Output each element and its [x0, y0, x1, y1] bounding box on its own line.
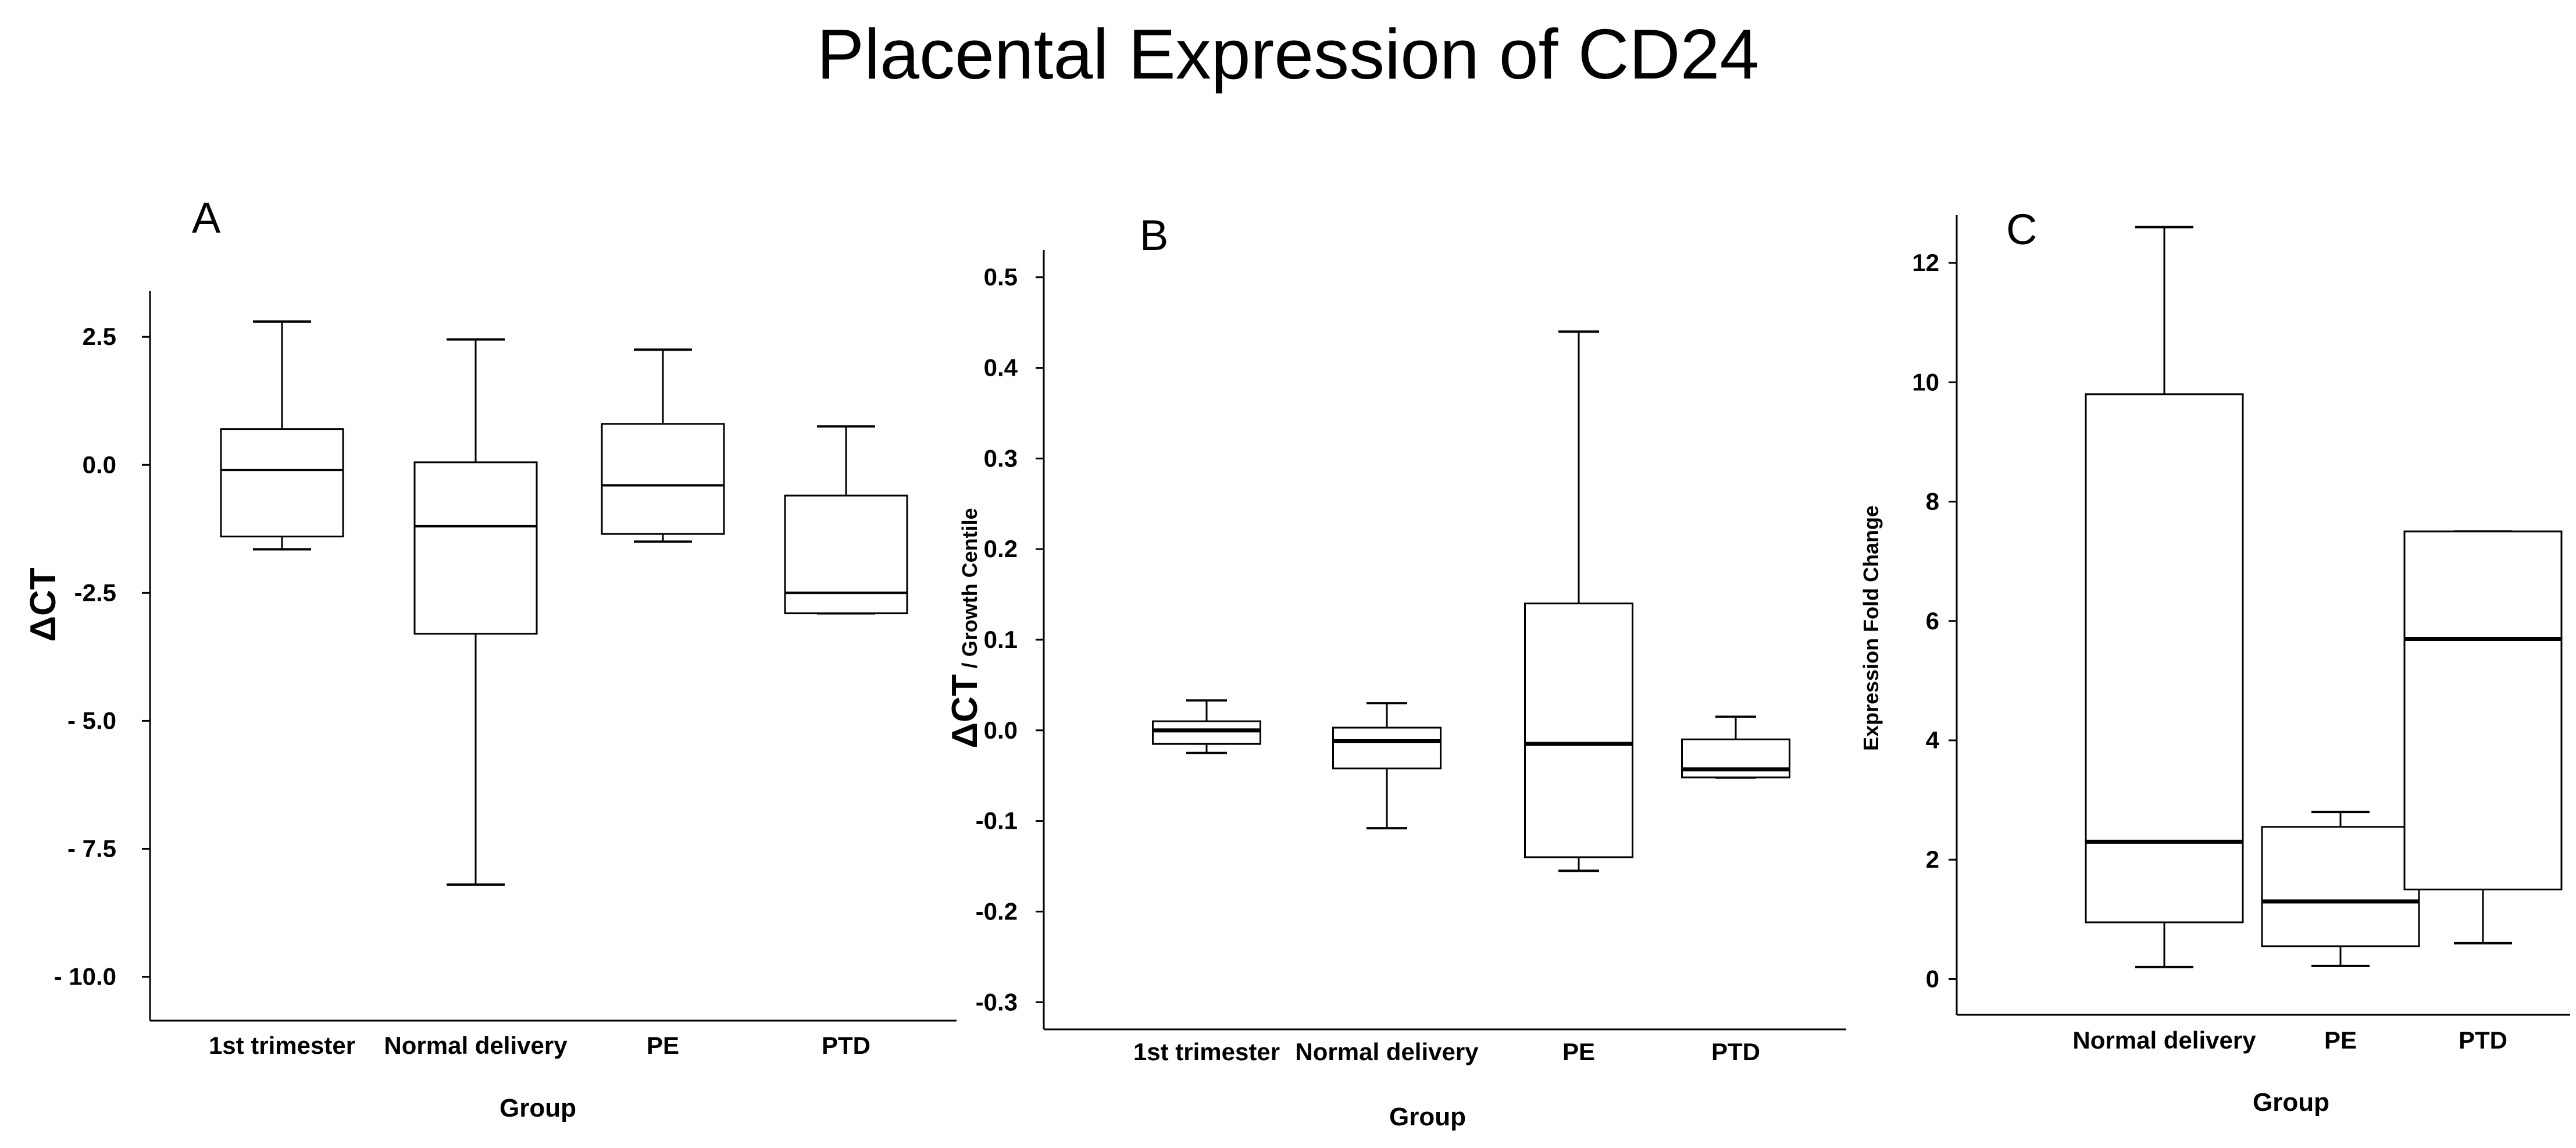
box-1st-trimester — [220, 320, 344, 551]
panel-label-b: B — [1140, 211, 1168, 259]
y-tick-label: 0.1 — [984, 626, 1018, 653]
panels: A 2.5 0.0 -2.5 - 5.0 - 7.5 - 10.0 1st trimester… — [23, 194, 2570, 1131]
y-tick-label: - 7.5 — [67, 835, 116, 862]
y-tick-label: 4 — [1926, 726, 1940, 754]
y-tick-label: -0.1 — [976, 807, 1018, 835]
y-tick-label: 8 — [1926, 488, 1939, 515]
y-tick-label: 6 — [1926, 607, 1939, 634]
x-tick-label: PTD — [822, 1032, 870, 1059]
box-pe — [1524, 330, 1633, 872]
y-axis-title: Expression Fold Change — [1859, 505, 1883, 751]
panel-label-c: C — [2006, 205, 2037, 254]
y-axis-title-suffix: / Growth Centile — [958, 508, 982, 674]
iqr-box — [220, 428, 344, 538]
y-tick-label: -0.3 — [976, 988, 1018, 1015]
x-tick-label: PTD — [1711, 1038, 1760, 1065]
x-tick-label: Normal delivery — [1295, 1038, 1479, 1065]
iqr-box — [1524, 602, 1633, 858]
iqr-box — [1681, 738, 1790, 779]
y-tick-label: - 5.0 — [67, 707, 116, 734]
x-tick-label: 1st trimester — [209, 1032, 355, 1059]
iqr-box — [2403, 530, 2563, 891]
y-axis-title: ΔCT — [23, 568, 63, 641]
y-tick-label: 0.3 — [984, 444, 1018, 472]
iqr-box — [1152, 720, 1261, 745]
y-axis-title-main: ΔCT — [945, 674, 985, 748]
y-tick-label: 0.0 — [83, 451, 116, 478]
box-pe — [601, 348, 725, 543]
y-tick-label: -2.5 — [74, 579, 116, 606]
x-tick-label: PTD — [2459, 1026, 2507, 1054]
figure-title: Placental Expression of CD24 — [817, 15, 1760, 94]
panel-a: A 2.5 0.0 -2.5 - 5.0 - 7.5 - 10.0 1st trimester… — [23, 194, 957, 1122]
iqr-box — [2085, 393, 2244, 924]
y-tick-label: 0.5 — [984, 263, 1018, 291]
y-tick-label: 0.0 — [984, 716, 1018, 744]
box-pe — [2261, 811, 2420, 967]
y-axis-title: ΔCT / Growth Centile — [945, 508, 985, 748]
y-axis-title-main: ΔCT — [23, 568, 63, 641]
y-tick-label: 2 — [1926, 846, 1939, 873]
y-tick-label: 12 — [1912, 249, 1939, 276]
iqr-box — [1332, 726, 1442, 769]
panel-label-a: A — [192, 194, 221, 242]
x-axis-title: Group — [2253, 1088, 2329, 1117]
x-tick-label: 1st trimester — [1133, 1038, 1280, 1065]
y-tick-label: 0.4 — [984, 354, 1018, 382]
y-tick-label: - 10.0 — [54, 963, 116, 990]
panel-c: C 12 10 8 6 4 2 0 Normal delivery PE PTD Group Expre… — [1859, 205, 2570, 1117]
y-tick-label: 0 — [1926, 965, 1939, 992]
box-normal-delivery — [2085, 226, 2244, 968]
y-tick-label: 2.5 — [83, 323, 116, 350]
y-tick-label: 0.2 — [984, 535, 1018, 562]
x-tick-label: PE — [2324, 1026, 2357, 1054]
x-axis-title: Group — [1389, 1103, 1466, 1131]
x-axis-title: Group — [499, 1094, 576, 1122]
box-normal-delivery — [1332, 702, 1442, 830]
box-ptd — [1681, 715, 1790, 779]
panel-b: B 0.5 0.4 0.3 0.2 0.1 0.0 -0.1 -0.2 -0.3 1st trime… — [945, 211, 1846, 1131]
iqr-box — [2261, 826, 2420, 947]
iqr-box — [784, 494, 908, 615]
x-tick-label: Normal delivery — [384, 1032, 568, 1059]
iqr-box — [601, 423, 725, 535]
x-tick-label: Normal delivery — [2072, 1026, 2256, 1054]
x-tick-label: PE — [1562, 1038, 1595, 1065]
x-tick-label: PE — [647, 1032, 679, 1059]
box-ptd — [2403, 530, 2563, 944]
y-tick-label: -0.2 — [976, 897, 1018, 925]
iqr-box — [413, 461, 538, 635]
box-1st-trimester — [1152, 699, 1261, 754]
box-normal-delivery — [413, 338, 538, 886]
box-ptd — [784, 425, 908, 615]
y-tick-label: 10 — [1912, 368, 1939, 395]
